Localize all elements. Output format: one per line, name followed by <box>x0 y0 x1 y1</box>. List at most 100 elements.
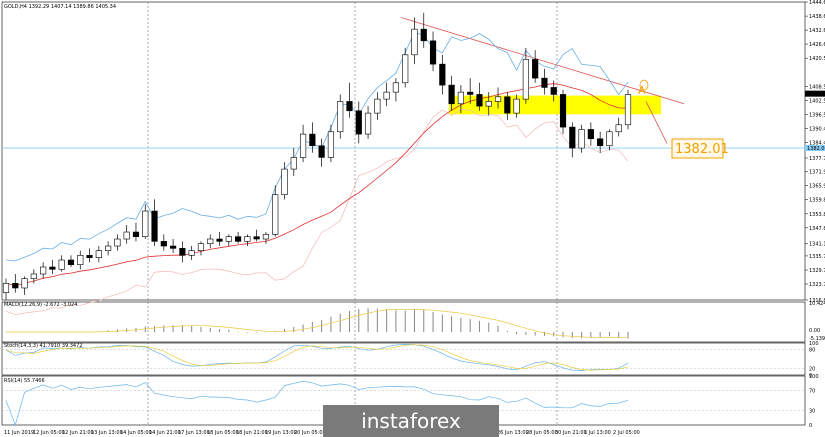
rsi-tick-label: 70 <box>809 389 815 395</box>
candle <box>485 92 492 116</box>
candle-body <box>522 59 529 100</box>
level-label: 1382.01 <box>675 142 729 157</box>
candle <box>327 124 335 163</box>
candle-body <box>337 101 344 133</box>
candle-body <box>58 259 65 270</box>
candle-body <box>207 238 214 244</box>
candle <box>86 248 93 263</box>
candle <box>392 78 399 102</box>
macd-tick-label: -5.139 <box>809 336 825 342</box>
candle <box>504 92 511 121</box>
macd-bar <box>451 316 453 332</box>
macd-bar <box>228 329 230 332</box>
macd-bar <box>432 312 434 332</box>
price-tick-label: 1359.85 <box>809 198 825 204</box>
candle <box>105 241 112 256</box>
candle <box>467 78 474 104</box>
candle <box>197 241 205 256</box>
candle-body <box>429 40 437 65</box>
candle-body <box>225 236 232 242</box>
sub-indicators <box>2 308 805 427</box>
candle <box>188 246 195 261</box>
candle <box>411 17 418 65</box>
candle <box>151 199 158 247</box>
macd-bar <box>367 308 369 332</box>
candle <box>457 85 464 114</box>
candle <box>216 232 223 247</box>
candle-body <box>179 248 186 256</box>
current-price-tag <box>805 90 825 97</box>
candle <box>439 54 446 95</box>
candle-body <box>132 231 140 237</box>
macd-bar <box>553 332 555 337</box>
macd-bar <box>293 326 295 332</box>
price-tick-label: 1444.65 <box>809 0 825 6</box>
level-price-tag <box>805 145 825 152</box>
rsi-tick-label: 100 <box>809 374 819 380</box>
candle <box>2 278 10 300</box>
candle-body <box>188 250 195 256</box>
candle-body <box>420 28 427 42</box>
stoch-title: Stoch(14,3,3) 41.7910 39.3472 <box>4 343 82 349</box>
macd-bar <box>116 329 118 332</box>
candle-body <box>235 236 242 242</box>
candle <box>494 87 502 109</box>
macd-bar <box>516 332 518 335</box>
candle <box>244 234 251 247</box>
candle-body <box>299 133 307 158</box>
candle-body <box>95 250 102 258</box>
time-tick-label: 2 Jul 05:00 <box>613 430 640 436</box>
macd-bar <box>581 332 583 339</box>
macd-bar <box>358 308 360 332</box>
candle <box>12 274 19 293</box>
candle-body <box>587 129 594 140</box>
candle <box>40 262 47 279</box>
macd-bar <box>543 332 545 336</box>
bollinger-upper <box>5 31 629 262</box>
candle <box>559 89 567 135</box>
level-price-label: 1382.01 <box>807 146 825 152</box>
candle <box>49 260 56 275</box>
stoch-tick-label: 20 <box>809 367 815 373</box>
candle-body <box>40 266 47 275</box>
candle <box>132 222 140 242</box>
macd-bar <box>404 310 406 332</box>
time-tick-label: 17 Jun 13:00 <box>178 430 210 436</box>
price-tick-label: 1432.60 <box>809 28 825 34</box>
candle <box>374 92 381 121</box>
candle-body <box>346 101 353 112</box>
macd-bar <box>172 325 174 332</box>
candle-body <box>160 241 167 247</box>
candle <box>364 106 372 139</box>
macd-bar <box>627 332 629 339</box>
candle-body <box>364 112 372 135</box>
macd-bar <box>339 313 341 332</box>
candle-body <box>448 84 455 105</box>
candle <box>597 131 604 153</box>
candle <box>77 250 84 270</box>
price-tick-label: 1426.60 <box>809 42 825 48</box>
candle <box>95 246 102 263</box>
price-tick-label: 1323.70 <box>809 282 825 288</box>
time-tick-label: 30 Jun 21:00 <box>555 430 587 436</box>
candle <box>569 122 576 158</box>
candle <box>513 94 520 118</box>
candle <box>355 101 362 144</box>
candle-body <box>597 138 604 147</box>
price-indicators <box>2 17 805 316</box>
candle <box>142 204 149 240</box>
candle <box>309 122 316 153</box>
candle <box>30 269 37 284</box>
candle <box>337 94 344 139</box>
macd-bar <box>321 320 323 332</box>
time-tick-label: 28 Jun 05:00 <box>526 430 558 436</box>
candle-body <box>170 245 177 249</box>
projection-line <box>645 101 668 144</box>
candle <box>476 82 483 111</box>
bollinger-lower <box>5 109 629 316</box>
marker-label: A <box>638 84 646 97</box>
stoch-k-line <box>5 344 629 371</box>
candle-body <box>476 94 483 107</box>
candle <box>578 124 585 153</box>
